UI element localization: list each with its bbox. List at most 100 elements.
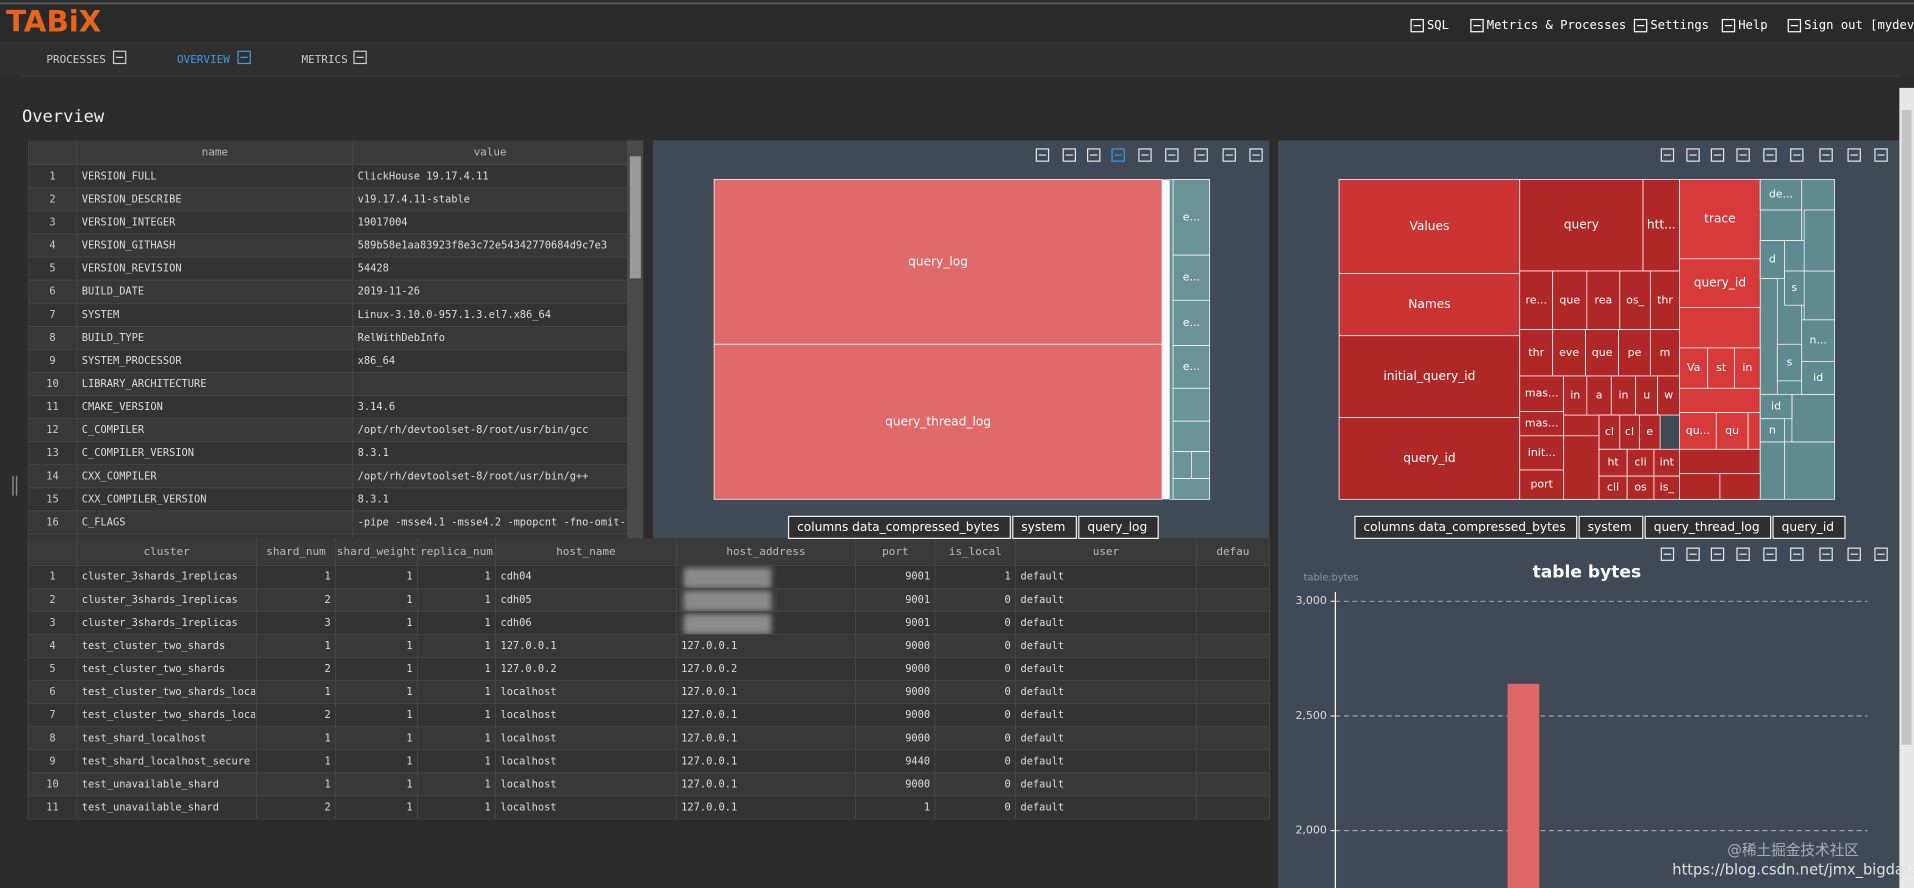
treemap-cell[interactable] [1801,360,1836,395]
icon[interactable] [1736,547,1750,561]
treemap-cell[interactable] [1759,393,1793,420]
breadcrumb[interactable] [1578,515,1644,539]
treemap-cell[interactable] [1191,451,1211,479]
icon[interactable] [1138,148,1152,162]
treemap-cell[interactable] [1338,179,1521,274]
icon[interactable] [1165,148,1179,162]
treemap-cell[interactable] [1172,478,1211,500]
treemap-cell[interactable] [1791,393,1836,443]
icon[interactable] [1874,547,1888,561]
treemap-cell[interactable] [1519,329,1554,377]
tab[interactable]: PROCESSES [46,53,105,66]
treemap-cell[interactable] [1679,347,1709,389]
treemap-cell[interactable] [1719,473,1761,500]
icon[interactable] [1470,18,1484,33]
treemap-cell[interactable] [1172,179,1211,256]
breadcrumb[interactable] [1772,515,1846,539]
breadcrumb-label[interactable]: columns data_compressed_bytes [797,520,999,534]
treemap-cell[interactable] [1586,270,1621,330]
icon[interactable] [1763,148,1777,162]
treemap-cell[interactable] [1679,412,1717,450]
icon[interactable] [112,50,127,65]
icon[interactable] [1410,18,1424,33]
treemap-cell[interactable] [1598,448,1628,477]
treemap-cell[interactable] [1679,387,1761,413]
icon[interactable] [1710,547,1725,561]
treemap-cell[interactable] [1610,375,1637,416]
treemap-cell[interactable] [713,343,1163,500]
icon[interactable] [1819,547,1833,561]
treemap-cell[interactable] [1679,473,1721,500]
treemap-cell[interactable] [1803,270,1836,321]
splitter[interactable] [15,476,18,496]
treemap-cell[interactable] [1776,343,1803,382]
breadcrumb-label[interactable]: query_thread_log [1654,520,1760,534]
icon[interactable] [1249,148,1263,162]
treemap-cell[interactable] [1657,375,1680,416]
icon[interactable] [1847,148,1861,162]
treemap-cell[interactable] [1172,345,1211,389]
breadcrumb[interactable] [1354,515,1578,539]
treemap-cell[interactable] [1338,417,1521,500]
treemap-cell[interactable] [1519,375,1565,412]
treemap-cell[interactable] [1715,412,1749,450]
treemap-cell[interactable] [1172,299,1211,346]
treemap-cell[interactable] [1585,329,1619,377]
icon[interactable] [353,50,367,65]
icon[interactable] [237,50,251,65]
nav-link[interactable]: SQL [1427,18,1449,32]
treemap-cell[interactable] [1653,475,1680,500]
treemap-cell[interactable] [1519,179,1644,272]
tab[interactable]: OVERVIEW [177,53,230,66]
breadcrumb-label[interactable]: query_id [1782,520,1834,534]
treemap-cell[interactable] [1707,347,1735,389]
treemap-cell[interactable] [1759,179,1803,211]
tab[interactable]: METRICS [302,53,348,66]
treemap-cell[interactable] [1172,387,1211,422]
icon[interactable] [1736,148,1750,162]
treemap-cell[interactable] [1619,270,1651,330]
icon[interactable] [1111,148,1125,162]
treemap-cell[interactable] [1563,435,1600,500]
treemap-cell[interactable] [1519,435,1565,471]
breadcrumb-label[interactable]: columns data_compressed_bytes [1363,520,1565,534]
treemap-cell[interactable] [1642,179,1680,272]
nav-link[interactable]: Settings [1650,18,1709,32]
icon[interactable] [1660,148,1675,162]
treemap-cell[interactable] [1784,240,1805,272]
logo[interactable]: TABiX [6,5,101,39]
treemap-cell[interactable] [1759,240,1785,279]
nav-link[interactable]: Sign out [mydev] [1804,18,1914,32]
icon[interactable] [1763,547,1777,561]
icon[interactable] [1686,547,1700,561]
treemap-cell[interactable] [1519,411,1565,437]
treemap-cell[interactable] [1801,319,1836,362]
treemap-cell[interactable] [1734,347,1761,389]
treemap-cell[interactable] [1784,270,1805,306]
treemap-cell[interactable] [1172,254,1211,301]
treemap-cell[interactable] [1679,307,1761,349]
treemap-cell[interactable] [1747,412,1761,450]
icon[interactable] [1721,18,1736,33]
treemap-cell[interactable] [1759,277,1778,395]
nav-link[interactable]: Metrics & Processes [1487,18,1626,32]
treemap-cell[interactable] [1519,469,1565,500]
icon[interactable] [1874,148,1888,162]
icon[interactable] [1194,148,1208,162]
icon[interactable] [1222,148,1236,162]
treemap-cell[interactable] [1679,179,1761,260]
icon[interactable] [1062,148,1077,162]
treemap-cell[interactable] [1552,329,1587,377]
icon[interactable] [1790,148,1804,162]
breadcrumb-label[interactable]: system [1021,520,1065,534]
treemap-cell[interactable] [1759,418,1785,443]
bar[interactable] [1507,683,1540,888]
icon[interactable] [1787,18,1802,33]
icon[interactable] [1819,148,1833,162]
splitter[interactable] [12,476,14,496]
icon[interactable] [1710,148,1725,162]
icon[interactable] [1660,547,1675,561]
treemap-cell[interactable] [1759,441,1785,500]
treemap-cell[interactable] [713,179,1163,345]
treemap-cell[interactable] [1172,420,1211,453]
